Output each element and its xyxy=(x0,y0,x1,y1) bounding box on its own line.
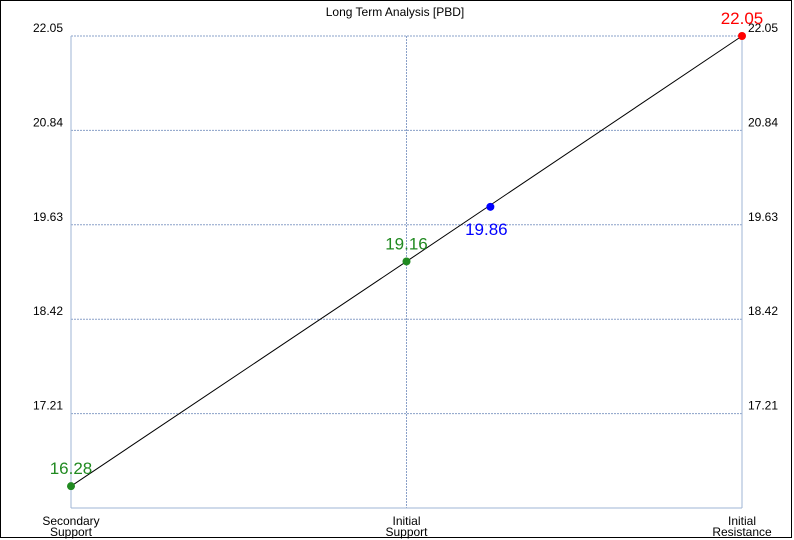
data-point xyxy=(738,32,746,40)
y-tick-label-right: 17.21 xyxy=(748,399,778,413)
category-label: Initial xyxy=(392,514,420,528)
data-label: 19.16 xyxy=(385,234,428,253)
current-price-point xyxy=(486,202,495,211)
y-tick-label-left: 20.84 xyxy=(33,115,63,129)
data-point xyxy=(402,257,411,266)
category-label: Secondary xyxy=(42,514,99,528)
y-tick-label-right: 18.42 xyxy=(748,304,778,318)
chart-title: Long Term Analysis [PBD] xyxy=(326,5,465,19)
data-label: 16.28 xyxy=(50,459,93,478)
y-tick-label-left: 22.05 xyxy=(33,21,63,35)
data-point xyxy=(67,482,75,491)
data-label: 22.05 xyxy=(721,9,764,28)
y-tick-label-left: 19.63 xyxy=(33,210,63,224)
y-tick-label-right: 20.84 xyxy=(748,115,778,129)
y-tick-label-right: 22.05 xyxy=(748,21,778,35)
category-label: Initial xyxy=(728,514,756,528)
current-price-label: 19.86 xyxy=(465,220,508,239)
category-label: Resistance xyxy=(712,525,772,539)
category-label: Support xyxy=(385,525,428,539)
y-tick-label-left: 18.42 xyxy=(33,304,63,318)
y-tick-label-left: 17.21 xyxy=(33,399,63,413)
category-label: Support xyxy=(50,525,93,539)
y-tick-label-right: 19.63 xyxy=(748,210,778,224)
